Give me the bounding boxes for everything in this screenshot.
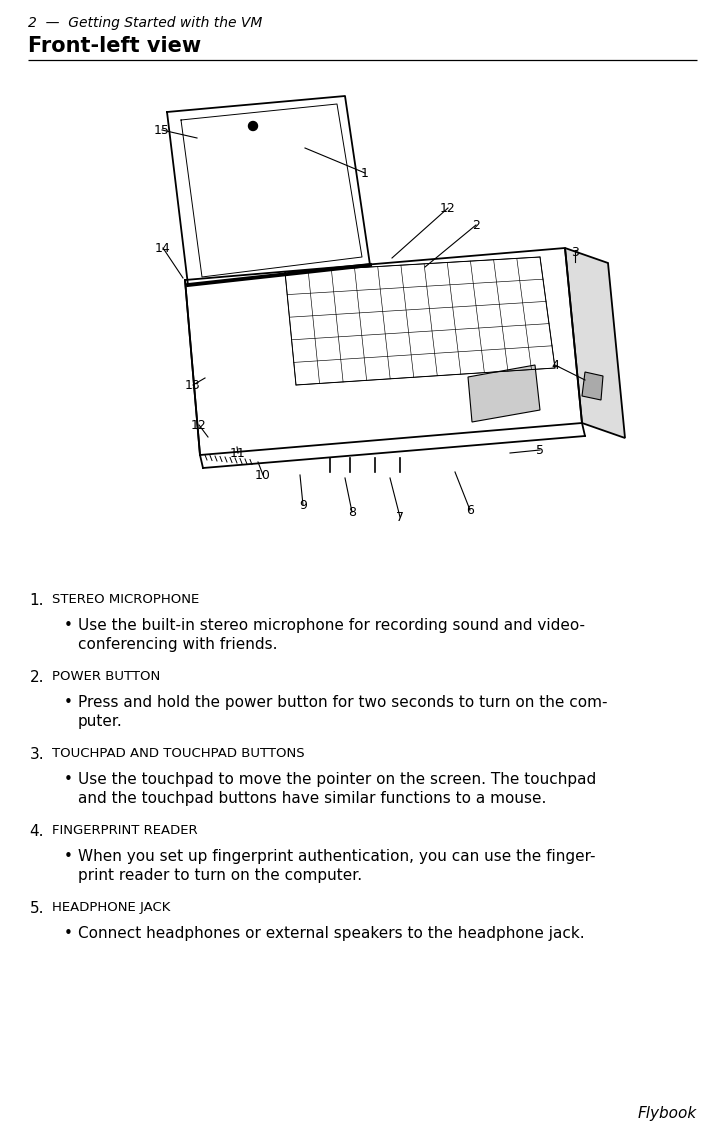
Text: 3.: 3. <box>30 747 44 762</box>
Polygon shape <box>468 365 540 422</box>
Text: 2: 2 <box>472 219 480 231</box>
Text: Use the touchpad to move the pointer on the screen. The touchpad: Use the touchpad to move the pointer on … <box>78 772 596 787</box>
Text: 8: 8 <box>348 506 356 518</box>
Text: •: • <box>64 695 72 710</box>
Text: 13: 13 <box>185 378 201 392</box>
Text: print reader to turn on the computer.: print reader to turn on the computer. <box>78 868 362 883</box>
Text: puter.: puter. <box>78 714 123 729</box>
Text: 12: 12 <box>440 202 456 214</box>
Text: 1: 1 <box>361 166 369 180</box>
Polygon shape <box>582 373 603 401</box>
Text: •: • <box>64 849 72 864</box>
Text: POWER BUTTON: POWER BUTTON <box>52 670 160 683</box>
Text: 9: 9 <box>299 498 307 512</box>
Text: 4: 4 <box>551 359 559 371</box>
Text: Flybook: Flybook <box>638 1106 697 1121</box>
Text: 14: 14 <box>155 241 171 255</box>
Text: 2  —  Getting Started with the VM: 2 — Getting Started with the VM <box>28 16 262 30</box>
Text: 4.: 4. <box>30 824 44 839</box>
Text: and the touchpad buttons have similar functions to a mouse.: and the touchpad buttons have similar fu… <box>78 791 547 806</box>
Text: Connect headphones or external speakers to the headphone jack.: Connect headphones or external speakers … <box>78 926 584 941</box>
Text: 11: 11 <box>230 447 246 460</box>
Text: Front-left view: Front-left view <box>28 36 201 56</box>
Text: STEREO MICROPHONE: STEREO MICROPHONE <box>52 594 199 606</box>
Polygon shape <box>565 248 625 438</box>
Text: HEADPHONE JACK: HEADPHONE JACK <box>52 901 170 914</box>
Text: 7: 7 <box>396 511 404 524</box>
Text: 5: 5 <box>536 443 544 457</box>
Text: 12: 12 <box>191 419 207 432</box>
Text: 1.: 1. <box>30 594 44 608</box>
Text: •: • <box>64 618 72 633</box>
Text: conferencing with friends.: conferencing with friends. <box>78 637 278 652</box>
Text: 6: 6 <box>466 504 474 516</box>
Text: 5.: 5. <box>30 901 44 916</box>
Text: 3: 3 <box>571 246 579 258</box>
Text: Use the built-in stereo microphone for recording sound and video-: Use the built-in stereo microphone for r… <box>78 618 585 633</box>
Text: 10: 10 <box>255 469 271 481</box>
Text: Press and hold the power button for two seconds to turn on the com-: Press and hold the power button for two … <box>78 695 608 710</box>
Text: 2.: 2. <box>30 670 44 686</box>
Text: FINGERPRINT READER: FINGERPRINT READER <box>52 824 198 837</box>
Text: •: • <box>64 926 72 941</box>
Text: TOUCHPAD AND TOUCHPAD BUTTONS: TOUCHPAD AND TOUCHPAD BUTTONS <box>52 747 304 760</box>
Text: When you set up fingerprint authentication, you can use the finger-: When you set up fingerprint authenticati… <box>78 849 595 864</box>
Text: •: • <box>64 772 72 787</box>
Circle shape <box>249 121 257 130</box>
Text: 15: 15 <box>154 123 170 137</box>
